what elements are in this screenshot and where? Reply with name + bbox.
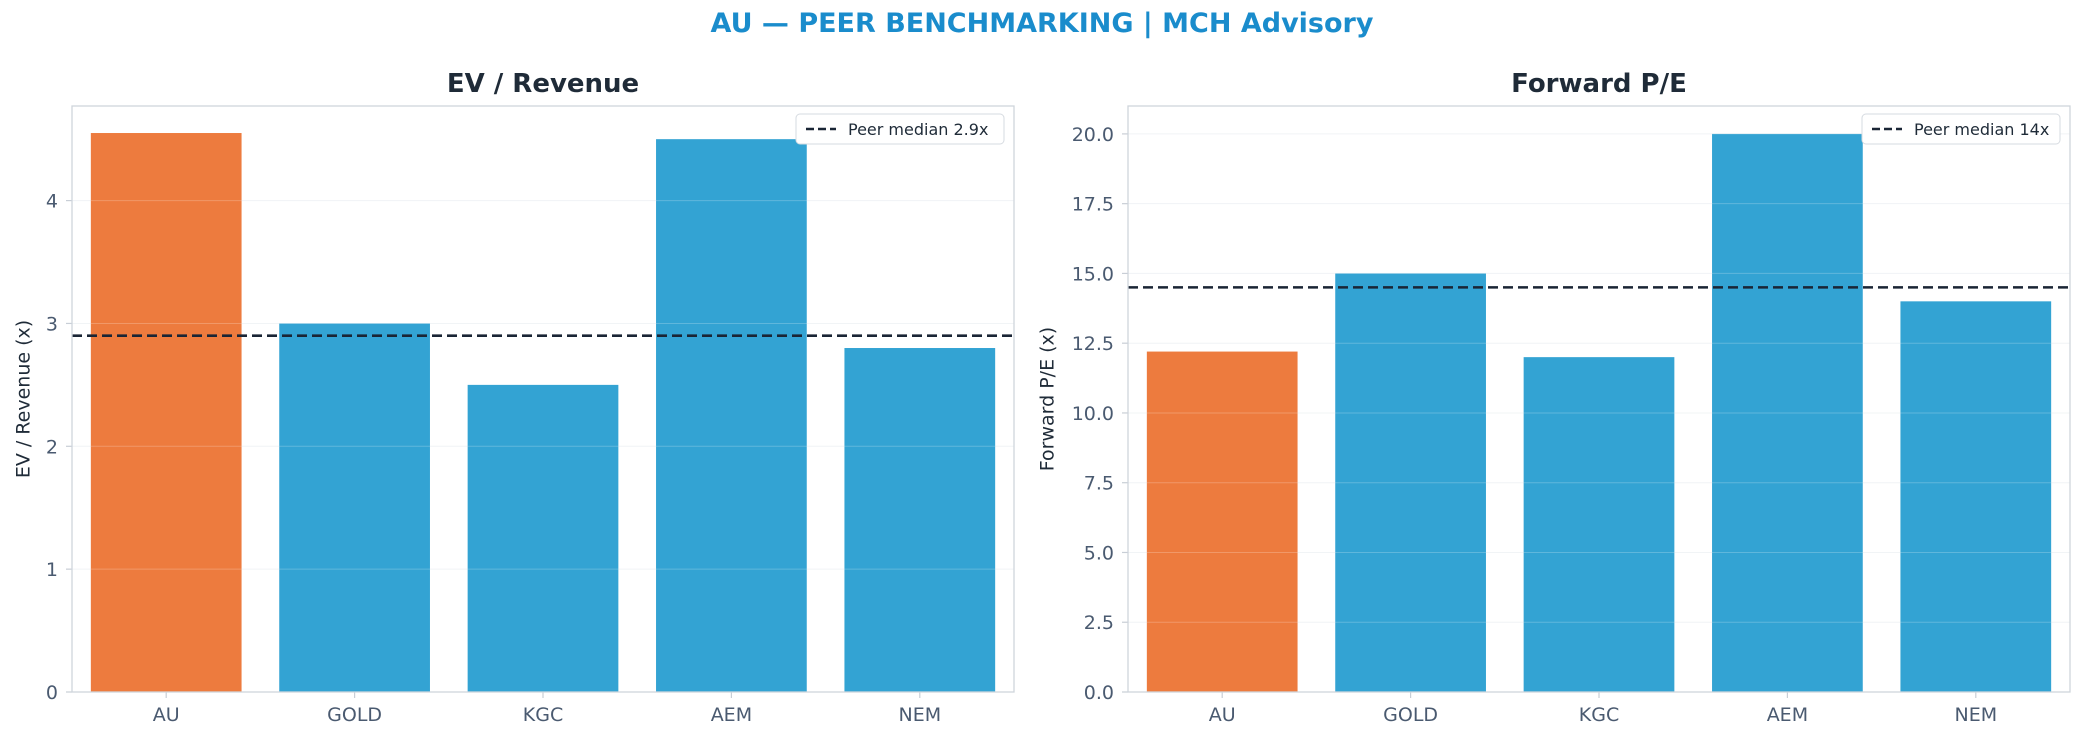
x-tick-label: KGC: [1579, 704, 1619, 726]
x-tick-label: GOLD: [1383, 704, 1438, 726]
legend-box: [795, 113, 1005, 145]
legend-label: Peer median 2.9x: [848, 120, 988, 139]
x-tick-label: KGC: [523, 704, 563, 726]
y-tick-label: 2: [46, 436, 58, 458]
y-tick-label: 17.5: [1072, 194, 1114, 216]
legend-label: Peer median 14x: [1914, 120, 2049, 139]
plot-frame: [71, 105, 1015, 693]
y-tick-label: 20.0: [1072, 124, 1114, 146]
bar-nem: [1900, 301, 2052, 692]
panel-1: AU GOLD KGC AEM NEM 0 1 2 3 4 EV / Revenue EV / Rev…: [13, 69, 1015, 726]
y-tick-label: 2.5: [1084, 612, 1114, 634]
x-tick-label: GOLD: [327, 704, 382, 726]
bar-kgc: [467, 384, 619, 692]
y-tick-label: 0: [46, 682, 58, 704]
x-tick-label: AEM: [1767, 704, 1808, 726]
x-tick-label: AEM: [711, 704, 752, 726]
bar-aem: [656, 139, 807, 693]
bar-au: [90, 133, 242, 693]
legend-box: [1861, 113, 2061, 145]
bar-gold: [279, 323, 430, 692]
y-tick-label: 3: [46, 313, 58, 335]
x-tick-label: AU: [153, 704, 180, 726]
plot-frame: [1127, 105, 2071, 693]
x-tick-label: NEM: [1954, 704, 1997, 726]
y-tick-label: 4: [46, 191, 58, 213]
y-tick-label: 15.0: [1072, 263, 1114, 285]
y-axis-label: EV / Revenue (x): [13, 320, 35, 478]
y-tick-label: 5.0: [1084, 542, 1114, 564]
y-axis-label: Forward P/E (x): [1037, 327, 1059, 471]
x-tick-label: NEM: [898, 704, 941, 726]
bar-gold: [1335, 273, 1486, 692]
bar-aem: [1712, 133, 1863, 692]
bar-au: [1146, 351, 1298, 692]
y-tick-label: 12.5: [1072, 333, 1114, 355]
x-tick-label: AU: [1209, 704, 1236, 726]
panel-title: Forward P/E: [1511, 69, 1687, 99]
bar-kgc: [1523, 357, 1675, 692]
bar-nem: [844, 348, 996, 692]
figure-title: AU — PEER BENCHMARKING | MCH Advisory: [710, 8, 1374, 39]
y-tick-label: 7.5: [1084, 473, 1114, 495]
panel-title: EV / Revenue: [447, 69, 639, 99]
y-tick-label: 0.0: [1084, 682, 1114, 704]
legend: Peer median 2.9x: [795, 113, 1005, 145]
y-tick-label: 1: [46, 559, 58, 581]
legend: Peer median 14x: [1861, 113, 2061, 145]
y-tick-label: 10.0: [1072, 403, 1114, 425]
panel-2: AU GOLD KGC AEM NEM 0.0 2.5 5.0 7.5 10.0 12.5 15.0 1…: [1037, 69, 2071, 726]
